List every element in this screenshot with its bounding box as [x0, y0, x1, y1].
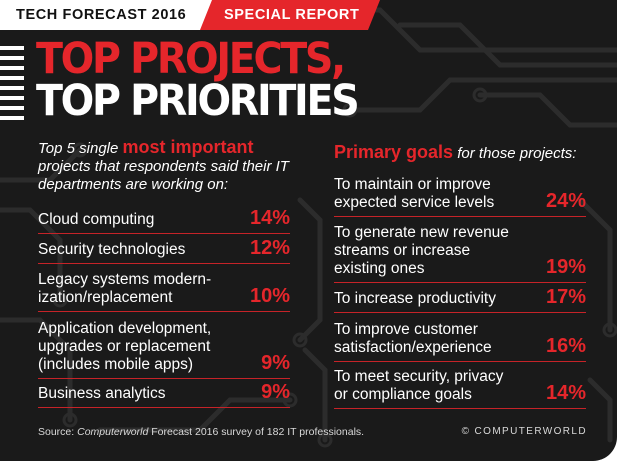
- goal-row: To maintain or improve expected service l…: [334, 176, 586, 217]
- goal-label-line: streams or increase: [334, 242, 471, 259]
- goal-row: To generate new revenue streams or increa…: [334, 224, 586, 283]
- project-divider: [38, 233, 290, 234]
- intro-highlight-primary-goals: Primary goals: [334, 142, 454, 162]
- project-label-line: Business analytics: [38, 385, 166, 402]
- intro-highlight-most-important: most important: [122, 137, 254, 157]
- project-label-line: Application development,: [38, 320, 212, 337]
- brand-credit: © COMPUTERWORLD: [461, 426, 587, 437]
- goal-value: 24%: [545, 190, 586, 212]
- project-label: Legacy systems modern-ization/replacemen…: [38, 271, 211, 307]
- goal-row: To meet security, privacy or compliance g…: [334, 368, 586, 409]
- goal-label-line: expected service levels: [334, 194, 495, 211]
- right-column-intro: Primary goals for those projects:: [334, 142, 577, 162]
- project-label: Cloud computing: [38, 211, 154, 229]
- project-label-line: Cloud computing: [38, 211, 155, 228]
- goal-label-line: To meet security, privacy: [334, 368, 504, 385]
- goal-label-line: To improve customer: [334, 321, 478, 338]
- goal-label-line: To increase productivity: [334, 290, 496, 307]
- project-value: 10%: [249, 285, 290, 307]
- project-row: Legacy systems modern-ization/replacemen…: [38, 271, 290, 312]
- project-row: Cloud computing 14%: [38, 207, 290, 234]
- goal-value: 19%: [545, 256, 586, 278]
- project-label: Security technologies: [38, 241, 185, 259]
- project-value: 12%: [249, 237, 290, 259]
- project-label-line: ization/replacement: [38, 289, 173, 306]
- goal-divider: [334, 312, 586, 313]
- goal-label-line: existing ones: [334, 260, 425, 277]
- project-divider: [38, 378, 290, 379]
- goal-row: To increase productivity 17%: [334, 286, 586, 313]
- banner-tech-forecast: TECH FORECAST 2016: [0, 0, 212, 30]
- goal-divider: [334, 408, 586, 409]
- project-row: Application development, upgrades or repl…: [38, 320, 290, 379]
- goal-label: To maintain or improve expected service l…: [334, 176, 494, 212]
- project-label-line: Legacy systems modern-: [38, 271, 212, 288]
- project-divider: [38, 311, 290, 312]
- project-value: 9%: [261, 381, 290, 403]
- goal-value: 16%: [545, 335, 586, 357]
- project-divider: [38, 407, 290, 408]
- project-divider: [38, 263, 290, 264]
- stripes-decoration: [0, 46, 24, 126]
- project-label-line: Security technologies: [38, 241, 186, 258]
- goal-divider: [334, 361, 586, 362]
- project-value: 14%: [249, 207, 290, 229]
- headline-line-1: TOP PROJECTS,: [36, 34, 346, 84]
- project-value: 9%: [261, 352, 290, 374]
- goal-value: 14%: [545, 382, 586, 404]
- project-label-line: (includes mobile apps): [38, 356, 194, 373]
- project-label: Application development, upgrades or repl…: [38, 320, 211, 374]
- goal-label-line: To maintain or improve: [334, 176, 491, 193]
- goal-divider: [334, 216, 586, 217]
- goal-value: 17%: [545, 286, 586, 308]
- project-row: Security technologies 12%: [38, 237, 290, 264]
- project-row: Business analytics 9%: [38, 381, 290, 408]
- headline-line-2: TOP PRIORITIES: [36, 76, 360, 126]
- goal-label-line: or compliance goals: [334, 386, 472, 403]
- banner-special-report: SPECIAL REPORT: [200, 0, 380, 30]
- goal-label: To meet security, privacy or compliance g…: [334, 368, 503, 404]
- goal-label: To generate new revenue streams or increa…: [334, 224, 509, 278]
- goal-label: To increase productivity: [334, 290, 496, 308]
- goal-label: To improve customer satisfaction/experien…: [334, 321, 492, 357]
- left-column-intro: Top 5 single most important projects tha…: [38, 137, 289, 193]
- report-banner: TECH FORECAST 2016 SPECIAL REPORT: [0, 0, 380, 30]
- goal-row: To improve customer satisfaction/experien…: [334, 321, 586, 362]
- source-note: Source: Computerworld Forecast 2016 surv…: [38, 426, 365, 438]
- project-label-line: upgrades or replacement: [38, 338, 211, 355]
- goal-label-line: To generate new revenue: [334, 224, 509, 241]
- project-label: Business analytics: [38, 385, 166, 403]
- goal-label-line: satisfaction/experience: [334, 339, 492, 356]
- goal-divider: [334, 282, 586, 283]
